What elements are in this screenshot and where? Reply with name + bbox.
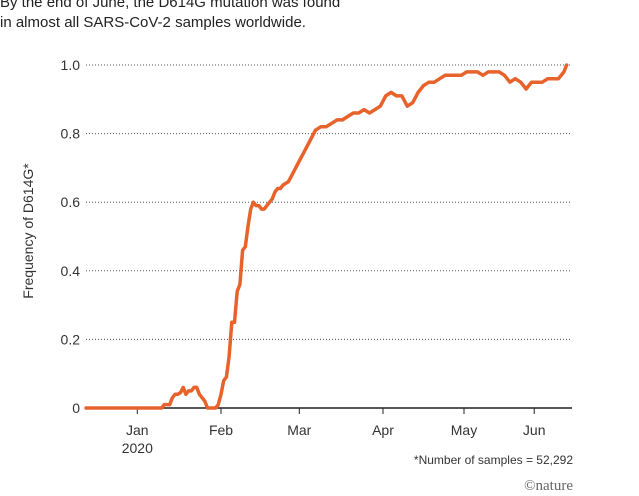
x-tick-label: Apr xyxy=(372,422,394,438)
series-group xyxy=(84,63,569,410)
sample-count-footnote: *Number of samples = 52,292 xyxy=(413,453,573,467)
y-tick-label: 1.0 xyxy=(61,57,81,73)
x-tick-label: May xyxy=(451,422,477,438)
y-tick-label: 0.8 xyxy=(61,126,81,142)
x-tick-label: Mar xyxy=(287,422,311,438)
y-axis-label: Frequency of D614G* xyxy=(20,163,36,299)
gridlines xyxy=(86,64,572,340)
y-tick-label: 0 xyxy=(72,400,80,416)
y-tick-label: 0.6 xyxy=(61,194,81,210)
y-tick-label: 0.4 xyxy=(61,263,81,279)
x-axis: Jan 2020 Feb Mar Apr May Jun xyxy=(86,407,572,456)
y-tick-labels: 0 0.2 0.4 0.6 0.8 1.0 xyxy=(61,57,81,416)
y-tick-label: 0.2 xyxy=(61,331,81,347)
d614g-frequency-line xyxy=(84,63,569,410)
x-tick-label: Jan xyxy=(126,422,149,438)
x-tick-label: Feb xyxy=(209,422,233,438)
nature-logo: ©nature xyxy=(524,478,573,494)
chart-subtitle: By the end of June, the D614G mutation w… xyxy=(0,0,341,31)
x-tick-sublabel: 2020 xyxy=(122,440,153,456)
x-tick-label: Jun xyxy=(523,422,546,438)
